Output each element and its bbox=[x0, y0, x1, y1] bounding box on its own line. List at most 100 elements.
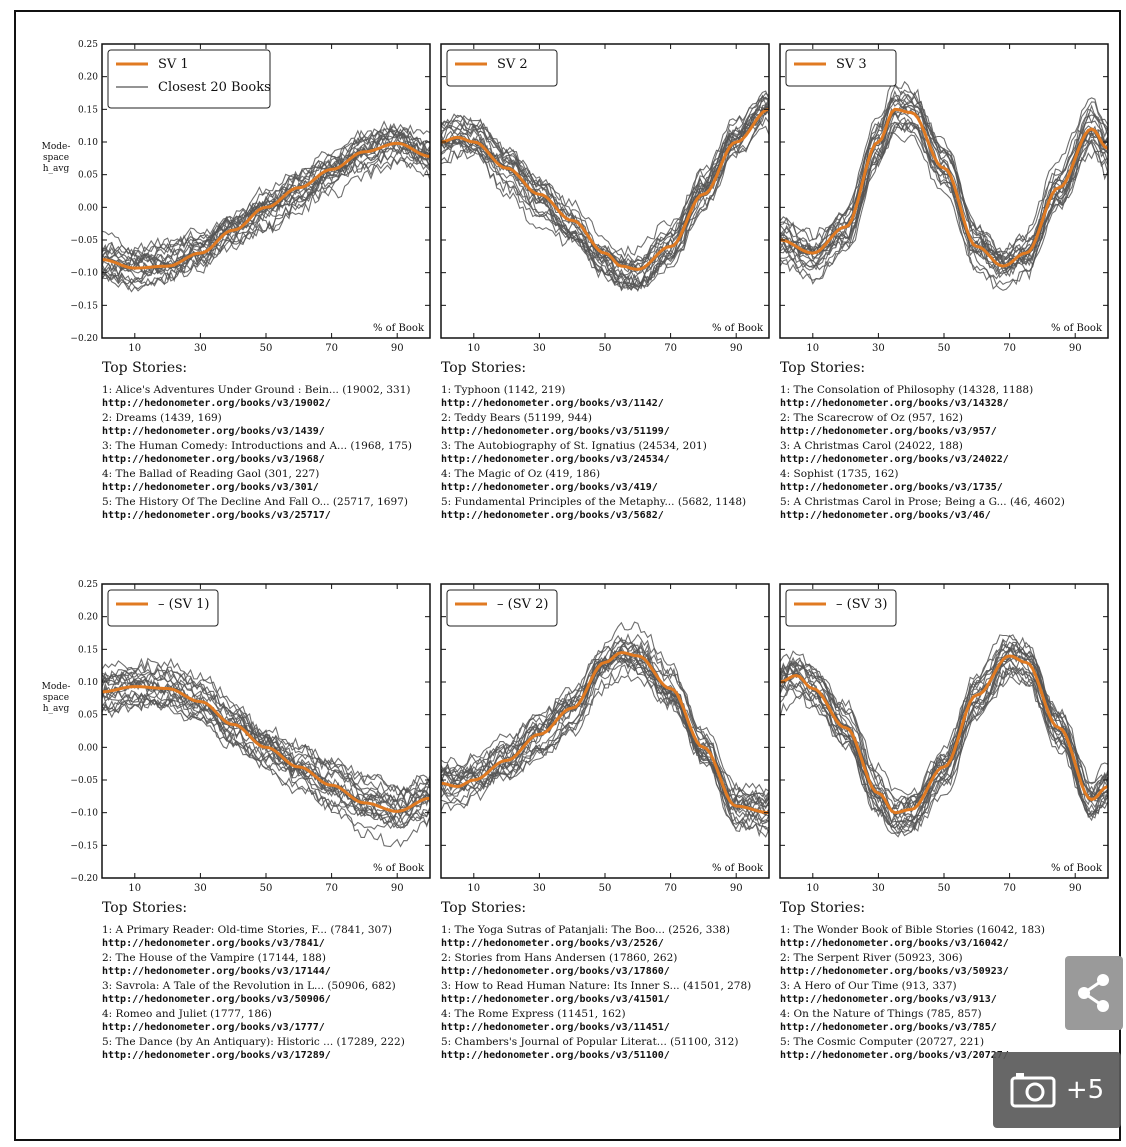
story-link[interactable]: http://hedonometer.org/books/v3/25717/ bbox=[102, 510, 331, 521]
story-title: 3: Savrola: A Tale of the Revolution in … bbox=[102, 980, 396, 992]
x-axis-label: % of Book bbox=[373, 323, 425, 334]
story-link[interactable]: http://hedonometer.org/books/v3/785/ bbox=[780, 1022, 997, 1033]
legend bbox=[785, 589, 897, 627]
closest-book-line bbox=[441, 645, 769, 838]
story-link[interactable]: http://hedonometer.org/books/v3/17144/ bbox=[102, 966, 331, 977]
top-stories-5: Top Stories: 1: The Yoga Sutras of Patanj… bbox=[441, 900, 761, 1064]
story-link[interactable]: http://hedonometer.org/books/v3/19002/ bbox=[102, 398, 331, 409]
story-link[interactable]: http://hedonometer.org/books/v3/24022/ bbox=[780, 454, 1009, 465]
story-link[interactable]: http://hedonometer.org/books/v3/5682/ bbox=[441, 510, 664, 521]
closest-book-line bbox=[441, 649, 769, 825]
legend bbox=[107, 49, 271, 109]
story-link[interactable]: http://hedonometer.org/books/v3/16042/ bbox=[780, 938, 1009, 949]
x-axis-label: % of Book bbox=[1051, 323, 1103, 334]
story-link[interactable]: http://hedonometer.org/books/v3/17860/ bbox=[441, 966, 670, 977]
legend-entry: Closest 20 Books bbox=[158, 80, 271, 95]
story-item: 5: The Dance (by An Antiquary): Historic… bbox=[102, 1036, 422, 1062]
story-link[interactable]: http://hedonometer.org/books/v3/1968/ bbox=[102, 454, 325, 465]
story-link[interactable]: http://hedonometer.org/books/v3/419/ bbox=[441, 482, 658, 493]
x-tick-label: 70 bbox=[1003, 883, 1016, 894]
story-item: 2: The House of the Vampire (17144, 188)… bbox=[102, 952, 422, 978]
story-link[interactable]: http://hedonometer.org/books/v3/41501/ bbox=[441, 994, 670, 1005]
y-tick-label: −0.10 bbox=[70, 269, 98, 279]
story-link[interactable]: http://hedonometer.org/books/v3/20727/ bbox=[780, 1050, 1009, 1061]
closest-book-line bbox=[441, 658, 769, 812]
y-tick-label: −0.15 bbox=[70, 301, 98, 311]
share-icon bbox=[1078, 974, 1109, 1012]
closest-book-line bbox=[102, 141, 430, 279]
x-tick-label: 50 bbox=[260, 343, 273, 354]
mode-line bbox=[102, 685, 430, 813]
legend bbox=[785, 49, 897, 87]
closest-book-line bbox=[441, 116, 769, 272]
x-tick-label: 70 bbox=[325, 883, 338, 894]
top-stories-3: Top Stories: 1: The Consolation of Philos… bbox=[780, 360, 1100, 524]
y-axis-label: Mode-space h_avg bbox=[42, 142, 71, 174]
story-item: 2: Teddy Bears (51199, 944) http://hedono… bbox=[441, 412, 761, 438]
top-stories-4: Top Stories: 1: A Primary Reader: Old-tim… bbox=[102, 900, 422, 1064]
y-axis-label: Mode-space h_avg bbox=[42, 682, 71, 714]
story-link[interactable]: http://hedonometer.org/books/v3/913/ bbox=[780, 994, 997, 1005]
story-link[interactable]: http://hedonometer.org/books/v3/51199/ bbox=[441, 426, 670, 437]
gallery-button[interactable]: +5 bbox=[993, 1052, 1121, 1128]
story-link[interactable]: http://hedonometer.org/books/v3/50906/ bbox=[102, 994, 331, 1005]
y-tick-label: 0.05 bbox=[78, 171, 98, 181]
story-link[interactable]: http://hedonometer.org/books/v3/7841/ bbox=[102, 938, 325, 949]
y-tick-label: −0.10 bbox=[70, 809, 98, 819]
closest-book-line bbox=[102, 127, 430, 258]
x-tick-label: 90 bbox=[730, 883, 743, 894]
story-title: 4: The Rome Express (11451, 162) bbox=[441, 1008, 626, 1020]
story-link[interactable]: http://hedonometer.org/books/v3/24534/ bbox=[441, 454, 670, 465]
story-link[interactable]: http://hedonometer.org/books/v3/1777/ bbox=[102, 1022, 325, 1033]
closest-book-line bbox=[102, 126, 430, 285]
story-link[interactable]: http://hedonometer.org/books/v3/14328/ bbox=[780, 398, 1009, 409]
story-item: 4: The Magic of Oz (419, 186) http://hedo… bbox=[441, 468, 761, 494]
top-stories-heading: Top Stories: bbox=[102, 900, 188, 916]
story-link[interactable]: http://hedonometer.org/books/v3/46/ bbox=[780, 510, 991, 521]
closest-book-line bbox=[780, 97, 1108, 264]
story-item: 3: Savrola: A Tale of the Revolution in … bbox=[102, 980, 422, 1006]
closest-book-line bbox=[780, 107, 1108, 261]
closest-book-line bbox=[780, 655, 1108, 816]
story-link[interactable]: http://hedonometer.org/books/v3/1142/ bbox=[441, 398, 664, 409]
story-title: 4: The Ballad of Reading Gaol (301, 227) bbox=[102, 468, 320, 480]
story-item: 4: The Rome Express (11451, 162) http://h… bbox=[441, 1008, 761, 1034]
top-stories-6: Top Stories: 1: The Wonder Book of Bible … bbox=[780, 900, 1100, 1064]
story-link[interactable]: http://hedonometer.org/books/v3/1439/ bbox=[102, 426, 325, 437]
y-tick-label: 0.20 bbox=[78, 73, 98, 83]
story-link[interactable]: http://hedonometer.org/books/v3/957/ bbox=[780, 426, 997, 437]
story-link[interactable]: http://hedonometer.org/books/v3/50923/ bbox=[780, 966, 1009, 977]
mode-line bbox=[102, 141, 430, 270]
story-link[interactable]: http://hedonometer.org/books/v3/11451/ bbox=[441, 1022, 670, 1033]
x-tick-label: 10 bbox=[467, 343, 480, 354]
story-link[interactable]: http://hedonometer.org/books/v3/1735/ bbox=[780, 482, 1003, 493]
closest-book-line bbox=[780, 641, 1108, 832]
chart-panel-4: 10 30 50 70 90 −0.20 −0.15 −0.10 −0.05 0.00 0.05 0.… bbox=[42, 580, 431, 894]
x-axis-label: % of Book bbox=[1051, 863, 1103, 874]
y-tick-label: 0.25 bbox=[78, 580, 98, 590]
legend bbox=[446, 589, 558, 627]
story-link[interactable]: http://hedonometer.org/books/v3/17289/ bbox=[102, 1050, 331, 1061]
story-title: 1: A Primary Reader: Old-time Stories, F… bbox=[102, 924, 392, 936]
story-item: 4: Sophist (1735, 162) http://hedonometer… bbox=[780, 468, 1100, 494]
plot-area bbox=[102, 120, 430, 293]
x-tick-label: 90 bbox=[391, 883, 404, 894]
share-button[interactable] bbox=[1065, 956, 1123, 1030]
x-tick-label: 10 bbox=[128, 343, 141, 354]
y-tick-label: 0.00 bbox=[78, 743, 98, 753]
story-link[interactable]: http://hedonometer.org/books/v3/301/ bbox=[102, 482, 319, 493]
story-item: 5: The Cosmic Computer (20727, 221) http:… bbox=[780, 1036, 1100, 1062]
chart-panel-6: 10 30 50 70 90 % of Book – (SV 3) bbox=[779, 583, 1109, 894]
story-item: 5: Fundamental Principles of the Metaphy… bbox=[441, 496, 761, 522]
closest-book-line bbox=[780, 662, 1108, 818]
story-link[interactable]: http://hedonometer.org/books/v3/2526/ bbox=[441, 938, 664, 949]
closest-book-line bbox=[780, 99, 1108, 281]
story-title: 5: The Cosmic Computer (20727, 221) bbox=[780, 1036, 985, 1048]
story-item: 1: A Primary Reader: Old-time Stories, F… bbox=[102, 924, 422, 950]
closest-book-line bbox=[780, 653, 1108, 834]
story-item: 1: The Yoga Sutras of Patanjali: The Boo… bbox=[441, 924, 761, 950]
legend bbox=[446, 49, 558, 87]
story-link[interactable]: http://hedonometer.org/books/v3/51100/ bbox=[441, 1050, 670, 1061]
closest-book-line bbox=[441, 107, 769, 258]
closest-book-line bbox=[441, 656, 769, 804]
